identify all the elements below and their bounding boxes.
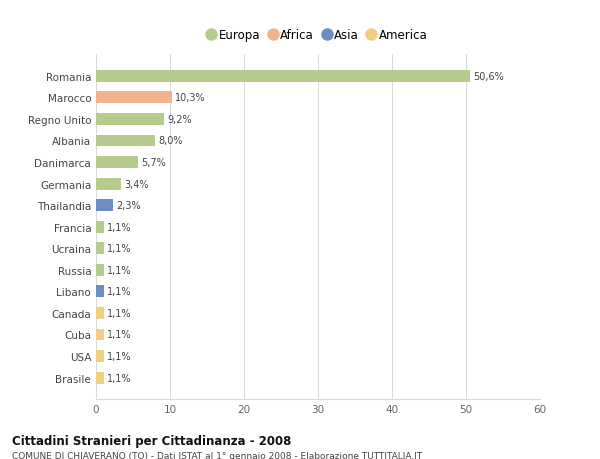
Text: 1,1%: 1,1%	[107, 265, 131, 275]
Text: 1,1%: 1,1%	[107, 287, 131, 297]
Bar	[96, 157, 138, 168]
Bar	[96, 350, 104, 362]
Text: 1,1%: 1,1%	[107, 373, 131, 383]
Bar	[96, 286, 104, 297]
Text: 1,1%: 1,1%	[107, 330, 131, 340]
Bar	[96, 264, 104, 276]
Bar	[96, 200, 113, 212]
Bar	[96, 114, 164, 126]
Legend: Europa, Africa, Asia, America: Europa, Africa, Asia, America	[206, 27, 430, 44]
Bar	[96, 308, 104, 319]
Text: 1,1%: 1,1%	[107, 244, 131, 254]
Text: 8,0%: 8,0%	[158, 136, 182, 146]
Bar	[96, 71, 470, 83]
Bar	[96, 135, 155, 147]
Text: 1,1%: 1,1%	[107, 222, 131, 232]
Bar	[96, 221, 104, 233]
Text: COMUNE DI CHIAVERANO (TO) - Dati ISTAT al 1° gennaio 2008 - Elaborazione TUTTITA: COMUNE DI CHIAVERANO (TO) - Dati ISTAT a…	[12, 451, 422, 459]
Bar	[96, 243, 104, 255]
Text: 1,1%: 1,1%	[107, 351, 131, 361]
Text: 2,3%: 2,3%	[116, 201, 140, 211]
Bar	[96, 329, 104, 341]
Bar	[96, 178, 121, 190]
Text: 5,7%: 5,7%	[141, 158, 166, 168]
Text: 3,4%: 3,4%	[124, 179, 149, 189]
Bar	[96, 372, 104, 384]
Text: 9,2%: 9,2%	[167, 115, 191, 125]
Text: 10,3%: 10,3%	[175, 93, 206, 103]
Text: 50,6%: 50,6%	[473, 72, 504, 82]
Bar	[96, 92, 172, 104]
Text: 1,1%: 1,1%	[107, 308, 131, 318]
Text: Cittadini Stranieri per Cittadinanza - 2008: Cittadini Stranieri per Cittadinanza - 2…	[12, 434, 292, 447]
